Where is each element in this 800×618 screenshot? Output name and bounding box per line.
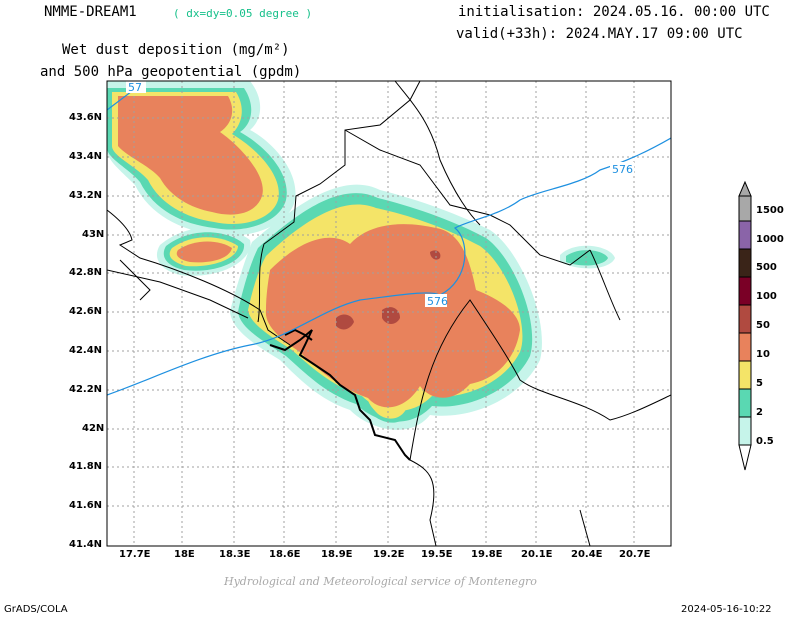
legend-label: 0.5 (756, 436, 774, 447)
legend-swatch-2 (738, 388, 752, 418)
contour-label-576-center: 576 (427, 295, 448, 308)
lon-label: 18.9E (321, 549, 353, 560)
legend-swatch-1000 (738, 220, 752, 250)
lat-label: 43.4N (69, 151, 103, 162)
legend-swatch-50 (738, 304, 752, 334)
lat-label: 43N (82, 229, 105, 240)
model-name: NMME-DREAM1 (44, 4, 137, 20)
lon-label: 19.8E (471, 549, 503, 560)
lat-label: 41.8N (69, 461, 103, 472)
lat-label: 42.2N (69, 384, 103, 395)
legend-arrow-top (738, 180, 752, 197)
lon-label: 18E (174, 549, 195, 560)
title-line-2: and 500 hPa geopotential (gpdm) (40, 64, 302, 80)
footer-software: GrADS/COLA (4, 604, 68, 615)
legend-label: 100 (756, 291, 777, 302)
legend-label: 1000 (756, 234, 784, 245)
valid-time: valid(+33h): 2024.MAY.17 09:00 UTC (456, 26, 743, 42)
contour-label-bg-3 (126, 81, 146, 93)
legend-swatch-5 (738, 360, 752, 390)
lon-label: 19.2E (373, 549, 405, 560)
coastline (269, 328, 411, 461)
lat-label: 41.6N (69, 500, 103, 511)
contour-label-bg-2 (610, 162, 634, 175)
legend-label: 50 (756, 320, 770, 331)
footer-timestamp: 2024-05-16-10:22 (681, 604, 772, 615)
legend-swatch-100 (738, 276, 752, 306)
legend-swatch-10 (738, 332, 752, 362)
contour-label-576-east: 576 (612, 163, 633, 176)
lat-label: 42.6N (69, 306, 103, 317)
contour-label-57-nw: 57 (128, 81, 142, 94)
dust-field (107, 81, 615, 430)
lon-label: 18.6E (269, 549, 301, 560)
legend-label: 500 (756, 262, 777, 273)
lon-label: 19.5E (421, 549, 453, 560)
contour-label-bg (425, 294, 447, 307)
title-line-1: Wet dust deposition (mg/m²) (62, 42, 290, 58)
lat-label: 42.4N (69, 345, 103, 356)
credit-text: Hydrological and Meteorological service … (224, 575, 537, 588)
legend-swatch-0-5 (738, 416, 752, 446)
lat-label: 43.6N (69, 112, 103, 123)
legend-swatch-1500 (738, 195, 752, 222)
lat-label: 43.2N (69, 190, 103, 201)
init-time: initialisation: 2024.05.16. 00:00 UTC (458, 4, 770, 20)
lat-label: 42.8N (69, 267, 103, 278)
legend-label: 5 (756, 378, 763, 389)
legend-label: 2 (756, 407, 763, 418)
lon-label: 20.4E (571, 549, 603, 560)
legend-label: 10 (756, 349, 770, 360)
legend-label: 1500 (756, 205, 784, 216)
lon-label: 17.7E (119, 549, 151, 560)
legend-colorbar (738, 180, 752, 471)
legend-swatch-500 (738, 248, 752, 278)
resolution-note: ( dx=dy=0.05 degree ) (173, 7, 313, 20)
lat-label: 42N (82, 423, 105, 434)
graticule (107, 81, 671, 546)
lon-label: 18.3E (219, 549, 251, 560)
lon-label: 20.1E (521, 549, 553, 560)
lon-label: 20.7E (619, 549, 651, 560)
legend-arrow-bottom (738, 444, 752, 471)
map-frame (106, 80, 672, 547)
country-borders (107, 81, 671, 546)
lat-label: 41.4N (69, 539, 103, 550)
